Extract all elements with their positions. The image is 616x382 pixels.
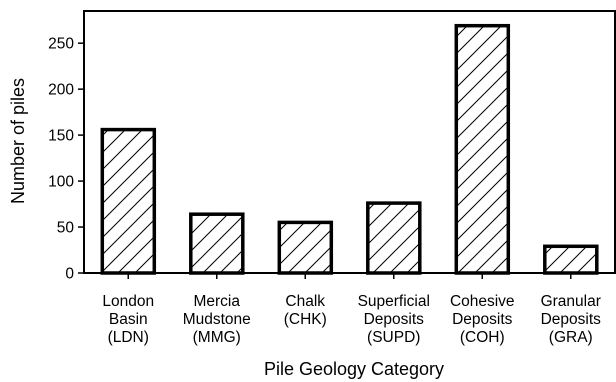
x-tick-label-0: London Basin (LDN) bbox=[102, 293, 154, 346]
bar-5 bbox=[543, 244, 599, 275]
bar-1 bbox=[189, 212, 245, 275]
x-axis-title: Pile Geology Category bbox=[264, 359, 444, 379]
x-tick-label-line: (SUPD) bbox=[367, 329, 420, 346]
x-tick-label-line: Deposits bbox=[541, 311, 602, 328]
x-tick-label-line: (CHK) bbox=[284, 311, 327, 328]
x-axis: London Basin (LDN) Mercia Mudstone (MMG) Chalk… bbox=[102, 273, 601, 346]
x-tick-label-line: Mercia bbox=[193, 293, 240, 310]
bar-3 bbox=[366, 201, 422, 275]
y-tick-label-250: 250 bbox=[48, 36, 74, 53]
plot-frame bbox=[83, 10, 616, 274]
y-tick-label-100: 100 bbox=[48, 174, 74, 191]
x-tick-label-4: Cohesive Deposits (COH) bbox=[450, 293, 515, 346]
x-tick-label-line: Chalk bbox=[285, 293, 325, 310]
x-tick-label-line: (LDN) bbox=[108, 329, 149, 346]
x-tick-label-line: Deposits bbox=[452, 311, 513, 328]
x-tick-label-2: Chalk (CHK) bbox=[284, 293, 327, 328]
x-tick-label-line: (MMG) bbox=[193, 329, 241, 346]
x-tick-label-5: Granular Deposits (GRA) bbox=[541, 293, 602, 346]
bar-2 bbox=[277, 220, 334, 275]
x-tick-label-line: Granular bbox=[541, 293, 601, 310]
y-axis: 0 50 100 150 200 250 bbox=[48, 36, 84, 283]
y-tick-label-150: 150 bbox=[48, 128, 74, 145]
y-tick-label-0: 0 bbox=[65, 266, 74, 283]
x-tick-label-3: Superficial Deposits (SUPD) bbox=[358, 293, 430, 346]
bar-0 bbox=[100, 127, 157, 275]
bars bbox=[100, 23, 599, 275]
x-tick-label-line: Cohesive bbox=[450, 293, 515, 310]
x-tick-label-line: Basin bbox=[109, 311, 148, 328]
y-tick-label-200: 200 bbox=[48, 82, 74, 99]
y-tick-label-50: 50 bbox=[57, 220, 75, 237]
x-tick-label-line: (COH) bbox=[460, 329, 505, 346]
x-tick-label-line: Mudstone bbox=[183, 311, 251, 328]
x-tick-label-line: London bbox=[102, 293, 154, 310]
plot-area bbox=[83, 10, 616, 274]
y-axis-title: Number of piles bbox=[8, 78, 28, 204]
x-tick-label-line: (GRA) bbox=[549, 329, 593, 346]
x-tick-label-line: Superficial bbox=[358, 293, 430, 310]
x-tick-label-line: Deposits bbox=[364, 311, 425, 328]
bar-4 bbox=[454, 23, 511, 275]
x-tick-label-1: Mercia Mudstone (MMG) bbox=[183, 293, 251, 346]
